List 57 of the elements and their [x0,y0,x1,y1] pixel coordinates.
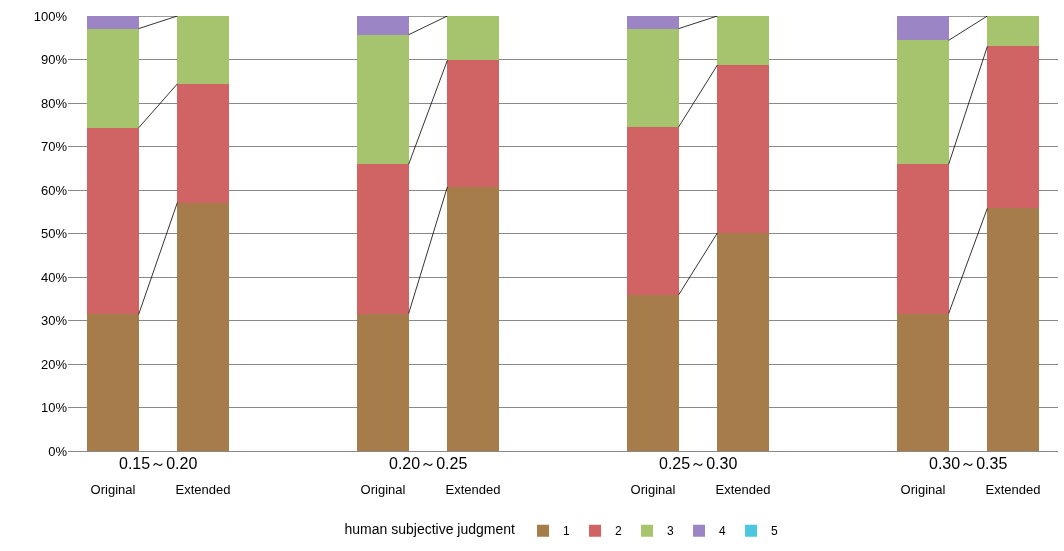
x-tick-label: Original [360,481,406,497]
x-tick-label: Extended [445,481,501,497]
bar [357,164,409,314]
legend-label: 2 [615,524,623,539]
x-tick-label: Original [90,481,136,497]
x-tick-label: Extended [175,481,231,497]
text: 0.15～0.20 [119,455,198,472]
x-tick-label: Extended [985,481,1041,497]
text: 0.30～0.35 [929,455,1008,472]
bar [357,16,409,35]
text: 0.25～0.30 [659,455,738,472]
y-tick-label: 80% [40,95,68,111]
y-tick-label: 60% [40,182,68,198]
bar [627,294,679,451]
bar [987,16,1039,47]
legend-label: 1 [563,524,571,539]
bar [627,16,679,29]
y-tick-label: 90% [40,52,68,68]
y-tick-label: 70% [40,139,68,155]
bar [717,233,769,451]
y-tick-label: 100% [33,8,68,24]
legend-title: human subjective judgment [344,521,516,538]
bar [447,186,499,451]
text: 0.20～0.25 [389,455,468,472]
y-tick-label: 0% [48,443,68,459]
legend-label: 4 [719,524,727,539]
bar [357,34,409,165]
y-tick-label: 20% [40,356,68,372]
bar [897,313,949,451]
bar [897,40,949,165]
y-tick-label: 10% [40,400,68,416]
bar [177,16,229,84]
bar [87,127,139,315]
bar [87,28,139,128]
legend-label: 5 [771,524,779,539]
x-tick-label: Extended [715,481,771,497]
bar [627,28,679,127]
bar [897,164,949,314]
bar [717,65,769,234]
bar [987,208,1039,451]
x-tick-label: Original [630,481,676,497]
bar [87,16,139,29]
y-tick-label: 30% [40,313,68,329]
bar [177,202,229,451]
bar [447,16,499,61]
legend-label: 3 [667,524,675,539]
bar [897,16,949,41]
bar [357,313,409,451]
bar [87,314,139,451]
bar [177,83,229,203]
bar [627,126,679,295]
bar [447,60,499,187]
y-tick-label: 50% [40,226,68,242]
bar [987,46,1039,209]
bar [717,16,769,66]
x-tick-label: Original [900,481,946,497]
y-tick-label: 40% [40,269,68,285]
